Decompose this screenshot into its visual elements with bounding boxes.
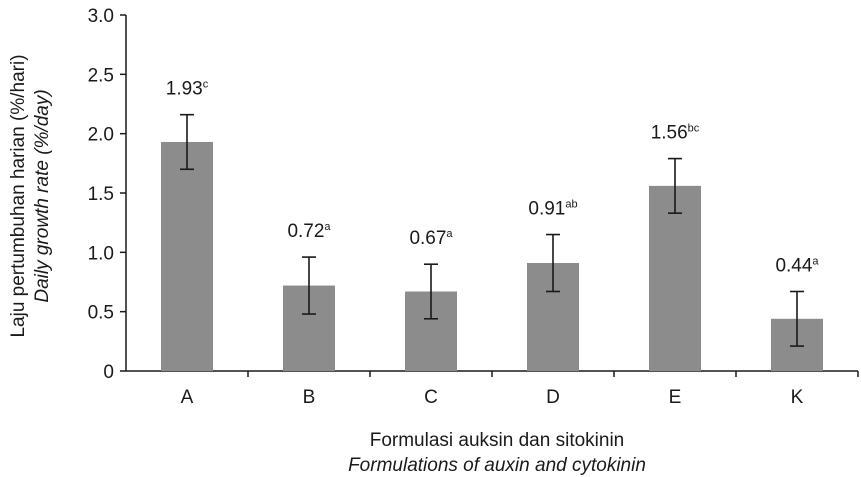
category-label-c: C: [424, 387, 438, 408]
y-tick-label: 0.5: [88, 303, 114, 324]
bar-e: [649, 185, 701, 371]
x-axis-title-english: Formulations of auxin and cytokinin: [348, 455, 646, 476]
data-label-e: 1.56bc: [651, 123, 700, 144]
y-tick-label: 3.0: [88, 6, 114, 27]
data-label-b: 0.72a: [287, 221, 331, 242]
data-label-k: 0.44a: [775, 255, 819, 276]
y-axis-title-english: Daily growth rate (%/day): [32, 89, 53, 302]
y-tick-label: 1.0: [88, 243, 114, 264]
error-bars: [180, 113, 804, 347]
category-label-b: B: [303, 387, 316, 408]
y-tick-label: 2.5: [88, 65, 114, 86]
y-tick-label: 0: [103, 362, 114, 383]
category-label-d: D: [546, 387, 560, 408]
y-axis-title: Laju pertumbuhan harian (%/hari): [8, 54, 29, 337]
y-ticks: 0 0.5 1.0 1.5 2.0 2.5 3.0: [88, 6, 126, 383]
bar-a: [161, 141, 213, 371]
data-labels: 1.93c 0.72a 0.67a 0.91ab 1.56bc 0.44a: [166, 79, 820, 277]
bars: [161, 141, 823, 371]
category-label-k: K: [791, 387, 804, 408]
y-tick-label: 1.5: [88, 184, 114, 205]
category-label-a: A: [181, 387, 194, 408]
data-label-c: 0.67a: [409, 228, 453, 249]
axes: [125, 15, 858, 372]
data-label-a: 1.93c: [166, 79, 209, 100]
y-tick-label: 2.0: [88, 125, 114, 146]
data-label-d: 0.91ab: [528, 199, 577, 220]
category-label-e: E: [669, 387, 682, 408]
x-axis-title: Formulasi auksin dan sitokinin: [370, 430, 625, 451]
